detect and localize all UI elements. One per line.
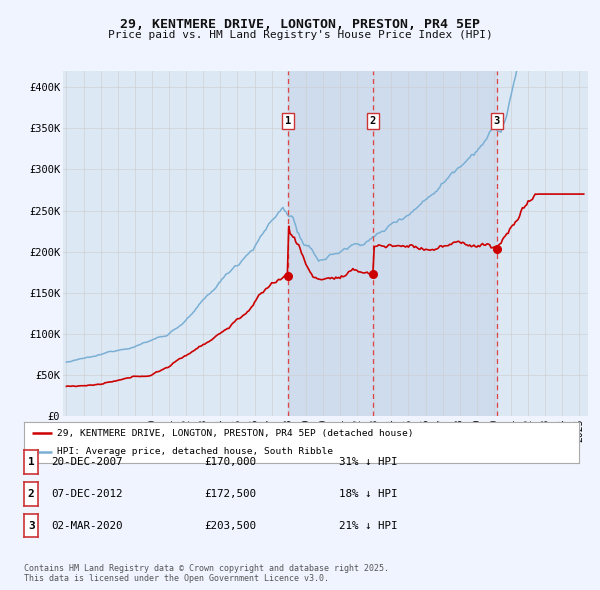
Text: 07-DEC-2012: 07-DEC-2012 [51,489,122,499]
Text: Price paid vs. HM Land Registry's House Price Index (HPI): Price paid vs. HM Land Registry's House … [107,30,493,40]
Text: 2: 2 [370,116,376,126]
Text: Contains HM Land Registry data © Crown copyright and database right 2025.
This d: Contains HM Land Registry data © Crown c… [24,563,389,583]
Text: HPI: Average price, detached house, South Ribble: HPI: Average price, detached house, Sout… [58,447,334,457]
Text: 29, KENTMERE DRIVE, LONGTON, PRESTON, PR4 5EP: 29, KENTMERE DRIVE, LONGTON, PRESTON, PR… [120,18,480,31]
Text: 3: 3 [494,116,500,126]
Text: £203,500: £203,500 [204,521,256,530]
Text: 1: 1 [28,457,35,467]
Bar [288,71,497,416]
Text: £170,000: £170,000 [204,457,256,467]
Text: £172,500: £172,500 [204,489,256,499]
Text: 18% ↓ HPI: 18% ↓ HPI [339,489,397,499]
Text: 2: 2 [28,489,35,499]
Text: 3: 3 [28,521,35,530]
Text: 21% ↓ HPI: 21% ↓ HPI [339,521,397,530]
Text: 20-DEC-2007: 20-DEC-2007 [51,457,122,467]
Text: 1: 1 [285,116,291,126]
Text: 02-MAR-2020: 02-MAR-2020 [51,521,122,530]
Text: 29, KENTMERE DRIVE, LONGTON, PRESTON, PR4 5EP (detached house): 29, KENTMERE DRIVE, LONGTON, PRESTON, PR… [58,428,414,438]
Text: 31% ↓ HPI: 31% ↓ HPI [339,457,397,467]
